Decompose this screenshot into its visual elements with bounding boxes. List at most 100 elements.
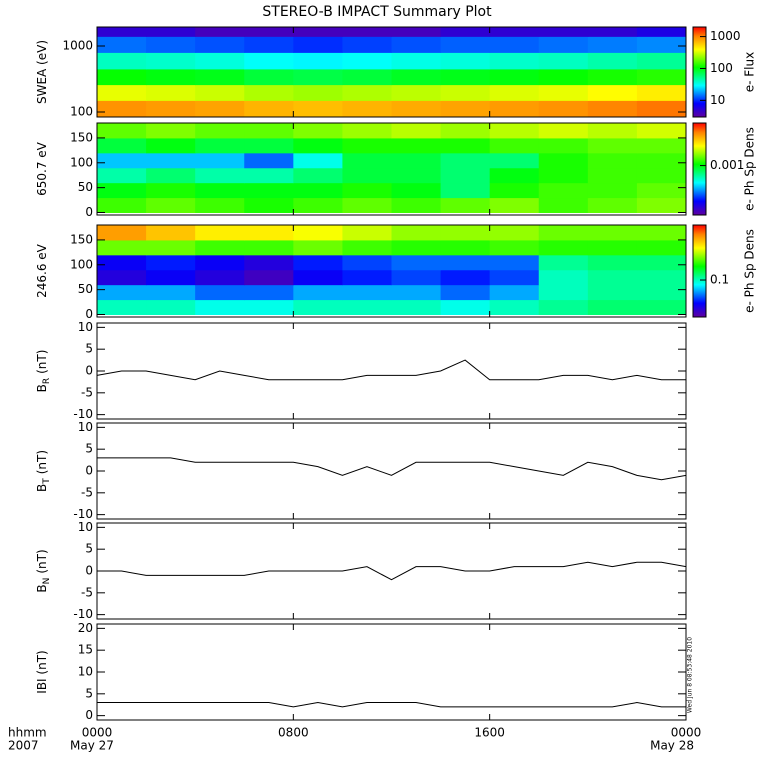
heat-cell bbox=[636, 36, 687, 53]
heat-cell bbox=[97, 167, 147, 184]
heat-cell bbox=[244, 167, 294, 184]
heat-cell bbox=[587, 269, 638, 286]
heat-cell bbox=[146, 152, 196, 169]
heat-cell bbox=[391, 225, 442, 241]
heat-cell bbox=[195, 27, 245, 37]
heat-cell bbox=[293, 123, 343, 139]
heat-cell bbox=[489, 254, 540, 271]
y-tick-label: 0 bbox=[85, 364, 93, 378]
colorbar bbox=[692, 26, 707, 118]
heat-cell bbox=[440, 123, 491, 139]
heat-cell bbox=[587, 254, 638, 271]
y-tick-label: 10 bbox=[78, 520, 93, 534]
heat-cell bbox=[195, 100, 245, 118]
heat-cell bbox=[97, 152, 147, 169]
y-axis-label: SWEA (eV) bbox=[35, 40, 49, 104]
heat-cell bbox=[391, 36, 442, 53]
heat-cell bbox=[244, 182, 294, 199]
corner-label: hhmm bbox=[8, 726, 47, 740]
heat-cell bbox=[97, 197, 147, 214]
heat-cell bbox=[440, 52, 491, 70]
heat-cell bbox=[195, 197, 245, 214]
panel-frame bbox=[96, 122, 687, 216]
heat-cell bbox=[440, 36, 491, 53]
heat-cell bbox=[195, 36, 245, 53]
heat-cell bbox=[97, 137, 147, 154]
heat-cell bbox=[146, 52, 196, 70]
heat-cell bbox=[342, 167, 392, 184]
heat-cell bbox=[587, 152, 638, 169]
y-tick-label: 5 bbox=[85, 342, 93, 356]
heat-cell bbox=[293, 137, 343, 154]
colorbar bbox=[692, 224, 707, 318]
y-tick-label: 0 bbox=[85, 307, 93, 321]
heat-cell bbox=[587, 197, 638, 214]
heat-cell bbox=[293, 152, 343, 169]
heat-cell bbox=[391, 197, 442, 214]
heat-cell bbox=[587, 36, 638, 53]
y-tick-label: -5 bbox=[81, 585, 93, 599]
y-tick-label: -5 bbox=[81, 485, 93, 499]
y-axis-label-text: 650.7 eV bbox=[35, 141, 49, 196]
heat-cell bbox=[391, 68, 442, 86]
y-axis-label-unit: (nT) bbox=[35, 350, 49, 374]
heat-cell bbox=[636, 68, 687, 86]
y-axis-label-sub: T bbox=[42, 478, 52, 485]
heat-cell bbox=[97, 52, 147, 70]
heat-cell bbox=[440, 27, 491, 37]
y-tick-label: 150 bbox=[70, 232, 93, 246]
heat-cell bbox=[636, 239, 687, 256]
heat-cell bbox=[489, 269, 540, 286]
heat-cell bbox=[146, 299, 196, 316]
heat-cell bbox=[538, 137, 589, 154]
heat-cell bbox=[391, 100, 442, 118]
heat-cell bbox=[636, 197, 687, 214]
heat-cell bbox=[244, 269, 294, 286]
y-tick-label: 0 bbox=[85, 708, 93, 722]
y-tick-label: -10 bbox=[73, 407, 93, 421]
y-axis-label: 246.6 eV bbox=[35, 243, 49, 298]
heat-cell bbox=[587, 167, 638, 184]
heat-cell bbox=[538, 123, 589, 139]
heat-cell bbox=[146, 239, 196, 256]
heat-cell bbox=[244, 284, 294, 301]
heat-cell bbox=[97, 68, 147, 86]
heat-cell bbox=[440, 152, 491, 169]
heat-cell bbox=[195, 152, 245, 169]
colorbar-tick-label: 0.001 bbox=[710, 158, 744, 172]
heat-cell bbox=[587, 137, 638, 154]
heat-cell bbox=[538, 182, 589, 199]
heat-cell bbox=[391, 167, 442, 184]
heat-cell bbox=[538, 100, 589, 118]
heat-cell bbox=[587, 84, 638, 101]
heat-cell bbox=[293, 225, 343, 241]
y-axis-label-text: 246.6 eV bbox=[35, 243, 49, 298]
heat-cell bbox=[440, 197, 491, 214]
y-axis-label: BN (nT) bbox=[35, 549, 52, 592]
heat-cell bbox=[636, 284, 687, 301]
heat-cell bbox=[587, 225, 638, 241]
heat-cell bbox=[97, 269, 147, 286]
heat-cell bbox=[636, 123, 687, 139]
heat-cell bbox=[391, 269, 442, 286]
y-tick-label: 15 bbox=[78, 643, 93, 657]
heat-cell bbox=[195, 254, 245, 271]
heat-cell bbox=[97, 123, 147, 139]
heat-cell bbox=[342, 52, 392, 70]
heat-cell bbox=[342, 225, 392, 241]
heat-cell bbox=[293, 284, 343, 301]
heat-cell bbox=[293, 167, 343, 184]
y-tick-label: 100 bbox=[70, 105, 93, 119]
heat-cell bbox=[636, 52, 687, 70]
heat-cell bbox=[342, 100, 392, 118]
heat-cell bbox=[538, 284, 589, 301]
heat-cell bbox=[146, 225, 196, 241]
heat-cell bbox=[146, 269, 196, 286]
y-tick-label: 100 bbox=[70, 155, 93, 169]
heat-cell bbox=[489, 152, 540, 169]
heat-cell bbox=[636, 27, 687, 37]
heat-cell bbox=[244, 137, 294, 154]
plot-title: STEREO-B IMPACT Summary Plot bbox=[262, 4, 492, 20]
heat-cell bbox=[636, 225, 687, 241]
heat-cell bbox=[489, 225, 540, 241]
